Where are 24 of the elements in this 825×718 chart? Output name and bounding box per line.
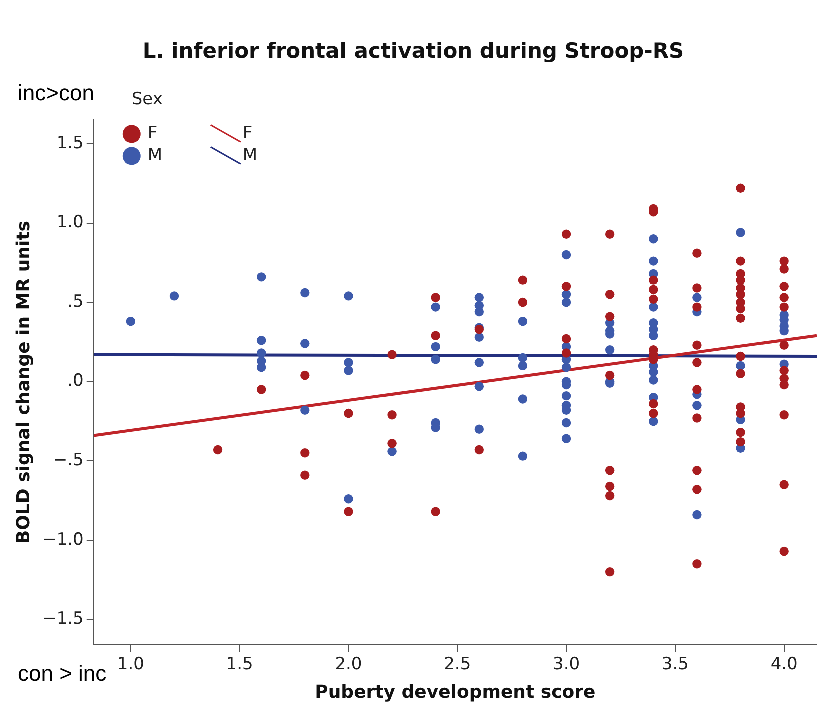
- text: inc>con: [18, 80, 94, 106]
- x-tick-label: 3.0: [553, 654, 580, 675]
- x-axis-title: Puberty development score: [315, 682, 596, 703]
- legend-label: F: [242, 124, 253, 144]
- x-tick-label: 1.5: [226, 654, 254, 675]
- x-tick-label: 3.5: [662, 654, 689, 675]
- text: con > inc: [18, 661, 107, 686]
- y-tick-label: .0: [68, 371, 84, 392]
- legend-label: F: [148, 124, 158, 144]
- chart-title: L. inferior frontal activation during Stroop-RS: [142, 39, 684, 64]
- y-axis-title: BOLD signal change in MR units: [13, 221, 34, 544]
- y-tick-label: 1.0: [56, 212, 84, 233]
- legend-label: M: [148, 146, 163, 166]
- legend-title: Sex: [132, 90, 163, 110]
- y-tick-label: −.5: [53, 450, 84, 471]
- legend-label: M: [242, 146, 258, 166]
- y-tick-label: −1.0: [42, 530, 84, 550]
- y-tick-label: −1.5: [42, 609, 84, 630]
- x-tick-label: 4.0: [770, 654, 798, 675]
- y-tick-label: 1.5: [56, 133, 84, 154]
- y-tick-label: .5: [68, 292, 84, 312]
- x-tick-label: 1.0: [117, 654, 144, 675]
- x-tick-label: 2.5: [444, 654, 472, 675]
- x-tick-label: 2.0: [335, 654, 362, 675]
